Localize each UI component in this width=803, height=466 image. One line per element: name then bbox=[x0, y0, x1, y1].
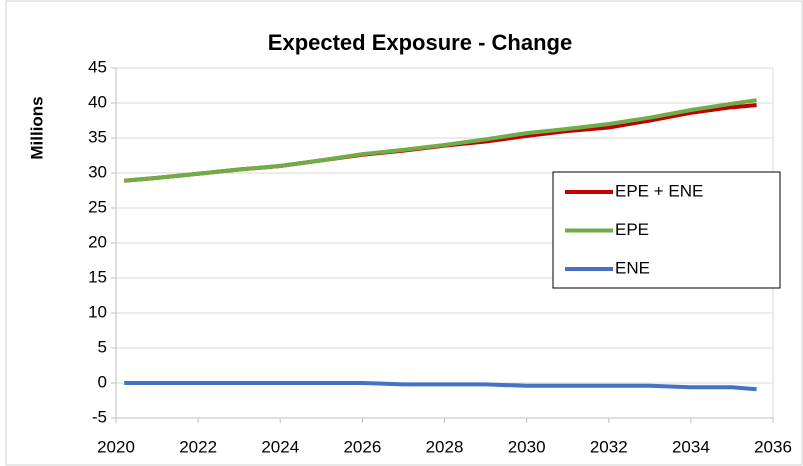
y-tick-label: 5 bbox=[98, 337, 107, 356]
x-tick-label: 2022 bbox=[179, 437, 217, 456]
chart-title: Expected Exposure - Change bbox=[268, 30, 572, 55]
y-tick-label: 25 bbox=[88, 197, 107, 216]
line-series bbox=[124, 98, 757, 183]
x-tick-label: 2034 bbox=[672, 437, 710, 456]
y-tick-label: 35 bbox=[88, 127, 107, 146]
legend-label: EPE + ENE bbox=[615, 181, 703, 200]
y-tick-label: 10 bbox=[88, 302, 107, 321]
y-tick-label: 45 bbox=[88, 57, 107, 76]
y-tick-label: 15 bbox=[88, 267, 107, 286]
y-tick-label: 30 bbox=[88, 162, 107, 181]
x-tick-label: 2024 bbox=[261, 437, 299, 456]
line-series bbox=[124, 381, 757, 392]
x-tick-label: 2036 bbox=[754, 437, 792, 456]
y-tick-label: -5 bbox=[92, 407, 107, 426]
x-tick-label: 2020 bbox=[97, 437, 135, 456]
x-tick-label: 2030 bbox=[508, 437, 546, 456]
y-axis-title: Millions bbox=[27, 96, 46, 159]
legend-label: ENE bbox=[615, 258, 650, 277]
legend-label: EPE bbox=[615, 220, 649, 239]
y-tick-label: 0 bbox=[98, 372, 107, 391]
x-tick-label: 2028 bbox=[426, 437, 464, 456]
y-tick-label: 40 bbox=[88, 92, 107, 111]
y-tick-label: 20 bbox=[88, 232, 107, 251]
x-tick-label: 2026 bbox=[343, 437, 381, 456]
x-tick-label: 2032 bbox=[590, 437, 628, 456]
